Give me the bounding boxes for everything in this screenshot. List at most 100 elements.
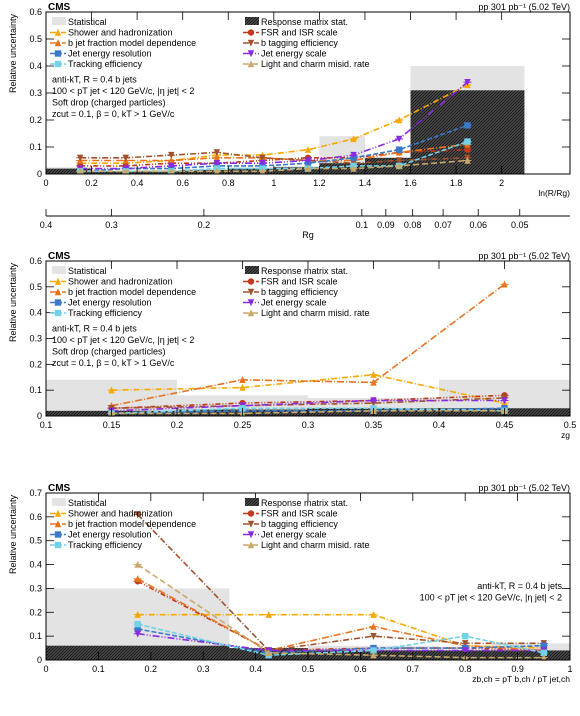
- x-tick-label: 0.4: [433, 420, 446, 430]
- x-tick-label: 0.9: [511, 664, 524, 674]
- x-tick-label: 1.6: [404, 178, 417, 188]
- data-point: [395, 116, 403, 124]
- x-tick-label: 1.2: [313, 178, 326, 188]
- data-point: [134, 621, 141, 628]
- y-tick-label: 0.3: [29, 334, 42, 344]
- data-point: [134, 511, 141, 519]
- data-point: [134, 630, 141, 638]
- data-point: [464, 156, 471, 164]
- series-line: [80, 151, 468, 165]
- data-point: [540, 649, 547, 657]
- data-point: [464, 79, 471, 86]
- x-tick-label: 1: [567, 664, 572, 674]
- annotation: 100 < pT jet < 120 GeV/c, |η jet| < 2: [420, 593, 562, 603]
- data-point: [350, 135, 357, 143]
- annotation: zcut = 0.1, β = 0, kT > 1 GeV/c: [52, 109, 175, 119]
- legend-swatch-response-matrix: [245, 498, 259, 506]
- data-point: [304, 164, 312, 172]
- cms-label: CMS: [48, 483, 71, 494]
- x-tick-label: 0: [43, 664, 48, 674]
- legend-marker: [247, 541, 255, 549]
- x-tick-label: 0.2: [145, 664, 158, 674]
- data-point: [122, 154, 129, 162]
- data-point: [304, 146, 312, 153]
- legend: Statistical Response matrix stat. Shower a…: [50, 17, 370, 69]
- y-tick-label: 0.5: [29, 536, 42, 546]
- series-light-and-charm-misid-rate: [76, 156, 472, 175]
- series-light-and-charm-misid-rate: [133, 560, 548, 661]
- legend-entry: b jet fraction model dependence: [68, 38, 196, 48]
- annotation: 100 < pT jet < 120 GeV/c, |η jet| < 2: [52, 335, 194, 345]
- legend-marker: [54, 50, 62, 57]
- response-matrix-bin: [91, 171, 138, 174]
- legend-entry: Tracking efficiency: [68, 308, 143, 318]
- x-tick-label: 0.2: [171, 420, 184, 430]
- legend-label-statistical: Statistical: [68, 498, 107, 508]
- legend-entry: b tagging efficiency: [261, 287, 338, 297]
- legend-marker: [247, 309, 255, 317]
- data-point: [464, 138, 471, 145]
- secondary-tick-label: 0.05: [511, 220, 529, 230]
- legend-entry: b tagging efficiency: [261, 38, 338, 48]
- x-tick-label: 0.25: [234, 420, 252, 430]
- x-tick-label: 0.45: [496, 420, 514, 430]
- y-tick-label: 0.4: [29, 61, 42, 71]
- response-matrix-bin: [46, 168, 92, 174]
- y-tick-label: 0.6: [29, 512, 42, 522]
- data-point: [501, 397, 508, 405]
- legend-entry: Jet energy scale: [261, 298, 327, 308]
- data-point: [370, 647, 377, 654]
- y-tick-label: 0.1: [29, 631, 42, 641]
- legend-label-response-matrix: Response matrix stat.: [261, 498, 348, 508]
- data-point: [370, 622, 377, 630]
- secondary-tick-label: 0.06: [469, 220, 487, 230]
- legend-entry: Light and charm misid. rate: [261, 540, 370, 550]
- x-tick-label: 2: [499, 178, 504, 188]
- x-tick-label: 0: [43, 178, 48, 188]
- legend-marker: [247, 39, 255, 47]
- x-tick-label: 0.15: [103, 420, 121, 430]
- data-point: [395, 146, 403, 153]
- legend-entry: FSR and ISR scale: [261, 277, 338, 287]
- legend-entry: Jet energy resolution: [68, 298, 152, 308]
- x-tick-label: 0.6: [354, 664, 367, 674]
- legend-marker: [247, 299, 255, 307]
- legend-entry: Jet energy scale: [261, 530, 327, 540]
- legend-marker: [247, 60, 255, 68]
- legend-label-statistical: Statistical: [68, 17, 107, 27]
- data-point: [370, 397, 377, 405]
- panels: 00.10.20.30.40.50.60 0.2 0.4 0.6 0.8 1 1.2 1.4 1…: [8, 2, 576, 684]
- secondary-tick-label: 0.08: [404, 220, 422, 230]
- response-matrix-bin: [137, 171, 183, 174]
- legend-entry: Light and charm misid. rate: [261, 59, 370, 69]
- data-point: [370, 610, 377, 618]
- data-point: [304, 157, 312, 165]
- data-point: [259, 167, 266, 175]
- series-line: [80, 84, 468, 164]
- luminosity-label: pp 301 pb⁻¹ (5.02 TeV): [478, 2, 570, 12]
- data-point: [239, 383, 246, 391]
- data-point: [370, 651, 377, 659]
- data-point: [259, 160, 266, 167]
- y-tick-label: 0.2: [29, 115, 42, 125]
- legend: Statistical Response matrix stat. Shower a…: [50, 498, 370, 550]
- secondary-tick-label: 0.07: [434, 220, 452, 230]
- data-point: [395, 162, 403, 170]
- x-tick-label: 0.5: [564, 420, 577, 430]
- secondary-tick-label: 0.3: [105, 220, 118, 230]
- legend-marker: [54, 277, 62, 285]
- legend-marker: [247, 510, 255, 517]
- x-tick-label: 0.6: [176, 178, 189, 188]
- luminosity-label: pp 301 pb⁻¹ (5.02 TeV): [478, 483, 570, 493]
- x-tick-label: 0.1: [92, 664, 105, 674]
- data-point: [134, 610, 141, 618]
- y-tick-label: 0.2: [29, 359, 42, 369]
- data-point: [259, 154, 266, 162]
- y-tick-label: 0.6: [29, 256, 42, 266]
- data-point: [350, 151, 357, 159]
- secondary-tick-label: 0.4: [40, 220, 53, 230]
- legend-label-statistical: Statistical: [68, 266, 107, 276]
- data-point: [540, 642, 547, 649]
- legend-entry: Shower and hadronization: [68, 277, 173, 287]
- data-point: [462, 640, 469, 647]
